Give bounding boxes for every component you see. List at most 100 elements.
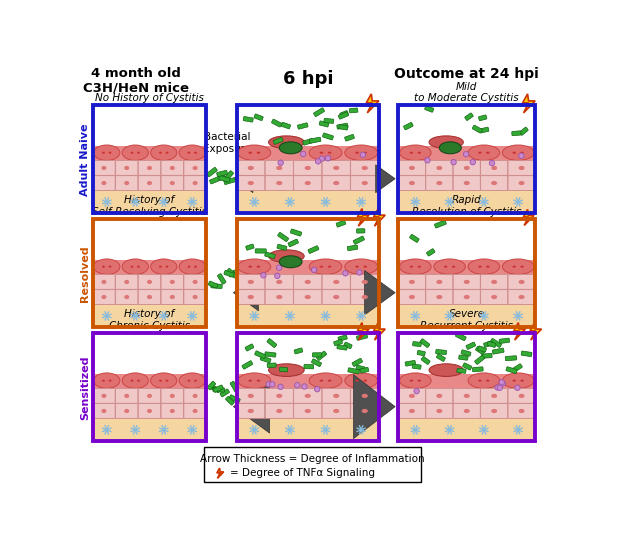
- FancyBboxPatch shape: [294, 404, 322, 419]
- Ellipse shape: [518, 280, 524, 284]
- Ellipse shape: [491, 295, 497, 299]
- FancyBboxPatch shape: [294, 161, 322, 175]
- Ellipse shape: [363, 379, 367, 382]
- FancyBboxPatch shape: [461, 350, 471, 356]
- Ellipse shape: [478, 379, 482, 382]
- FancyBboxPatch shape: [339, 125, 348, 130]
- Ellipse shape: [179, 373, 205, 389]
- FancyBboxPatch shape: [345, 135, 354, 141]
- Ellipse shape: [468, 373, 500, 389]
- Ellipse shape: [147, 409, 152, 413]
- FancyBboxPatch shape: [213, 385, 223, 392]
- FancyBboxPatch shape: [267, 338, 277, 348]
- Ellipse shape: [170, 280, 175, 284]
- Ellipse shape: [247, 409, 254, 413]
- FancyBboxPatch shape: [138, 404, 161, 419]
- Ellipse shape: [333, 280, 339, 284]
- FancyBboxPatch shape: [453, 175, 480, 190]
- FancyBboxPatch shape: [481, 161, 508, 175]
- Ellipse shape: [333, 394, 339, 398]
- Bar: [93, 105, 207, 147]
- Ellipse shape: [122, 259, 148, 274]
- FancyBboxPatch shape: [337, 123, 348, 129]
- Ellipse shape: [249, 379, 252, 382]
- FancyBboxPatch shape: [255, 249, 267, 253]
- Ellipse shape: [124, 409, 129, 413]
- Circle shape: [360, 428, 363, 431]
- FancyBboxPatch shape: [481, 404, 508, 419]
- Bar: [93, 147, 207, 160]
- Circle shape: [357, 270, 362, 275]
- FancyBboxPatch shape: [184, 175, 206, 190]
- FancyBboxPatch shape: [277, 244, 287, 250]
- Ellipse shape: [238, 145, 271, 160]
- Ellipse shape: [151, 259, 177, 274]
- FancyBboxPatch shape: [480, 127, 489, 133]
- FancyBboxPatch shape: [93, 161, 115, 175]
- FancyBboxPatch shape: [254, 114, 263, 120]
- Ellipse shape: [309, 373, 342, 389]
- Ellipse shape: [452, 265, 455, 268]
- FancyBboxPatch shape: [220, 389, 230, 397]
- FancyBboxPatch shape: [294, 348, 303, 354]
- Ellipse shape: [147, 166, 152, 170]
- FancyBboxPatch shape: [138, 161, 161, 175]
- Ellipse shape: [170, 409, 175, 413]
- Ellipse shape: [363, 265, 367, 268]
- Ellipse shape: [276, 181, 283, 185]
- Text: Sensitized: Sensitized: [80, 355, 90, 420]
- Text: Arrow Thickness = Degree of Inflammation: Arrow Thickness = Degree of Inflammation: [201, 454, 425, 464]
- Circle shape: [289, 314, 291, 317]
- Ellipse shape: [280, 142, 302, 154]
- Circle shape: [162, 314, 165, 317]
- FancyBboxPatch shape: [161, 275, 183, 289]
- FancyBboxPatch shape: [338, 112, 349, 119]
- FancyBboxPatch shape: [508, 389, 535, 403]
- Ellipse shape: [400, 145, 431, 160]
- FancyBboxPatch shape: [184, 289, 206, 305]
- Ellipse shape: [257, 379, 260, 382]
- FancyBboxPatch shape: [353, 236, 365, 244]
- Ellipse shape: [518, 394, 524, 398]
- Ellipse shape: [247, 295, 254, 299]
- Circle shape: [324, 201, 327, 203]
- FancyBboxPatch shape: [207, 381, 216, 390]
- Ellipse shape: [409, 280, 415, 284]
- FancyBboxPatch shape: [184, 275, 206, 289]
- Text: Mild
to Moderate Cystitis: Mild to Moderate Cystitis: [415, 82, 519, 103]
- Ellipse shape: [193, 394, 197, 398]
- FancyBboxPatch shape: [348, 368, 360, 374]
- FancyBboxPatch shape: [265, 352, 276, 357]
- FancyBboxPatch shape: [294, 175, 322, 190]
- Bar: [398, 274, 536, 305]
- Text: Resolved: Resolved: [80, 245, 90, 301]
- FancyBboxPatch shape: [322, 404, 350, 419]
- FancyBboxPatch shape: [337, 344, 347, 350]
- Ellipse shape: [131, 152, 133, 154]
- Circle shape: [448, 428, 451, 431]
- Bar: [93, 105, 207, 213]
- Bar: [398, 220, 536, 327]
- Polygon shape: [523, 94, 535, 113]
- FancyBboxPatch shape: [319, 121, 329, 127]
- FancyBboxPatch shape: [399, 289, 426, 305]
- Circle shape: [451, 160, 456, 165]
- FancyBboxPatch shape: [204, 446, 421, 482]
- Bar: [93, 305, 207, 327]
- FancyBboxPatch shape: [317, 351, 326, 360]
- Text: Severe
Recurrent Cystitis: Severe Recurrent Cystitis: [420, 310, 513, 331]
- Ellipse shape: [305, 181, 311, 185]
- Ellipse shape: [188, 379, 191, 382]
- Bar: [93, 220, 207, 261]
- FancyBboxPatch shape: [473, 367, 483, 372]
- Ellipse shape: [518, 295, 524, 299]
- FancyBboxPatch shape: [465, 113, 473, 120]
- Ellipse shape: [513, 152, 516, 154]
- Ellipse shape: [309, 145, 342, 160]
- FancyBboxPatch shape: [481, 389, 508, 403]
- Ellipse shape: [159, 379, 162, 382]
- Circle shape: [414, 314, 416, 317]
- Ellipse shape: [102, 152, 105, 154]
- FancyBboxPatch shape: [184, 389, 206, 403]
- FancyBboxPatch shape: [511, 131, 521, 136]
